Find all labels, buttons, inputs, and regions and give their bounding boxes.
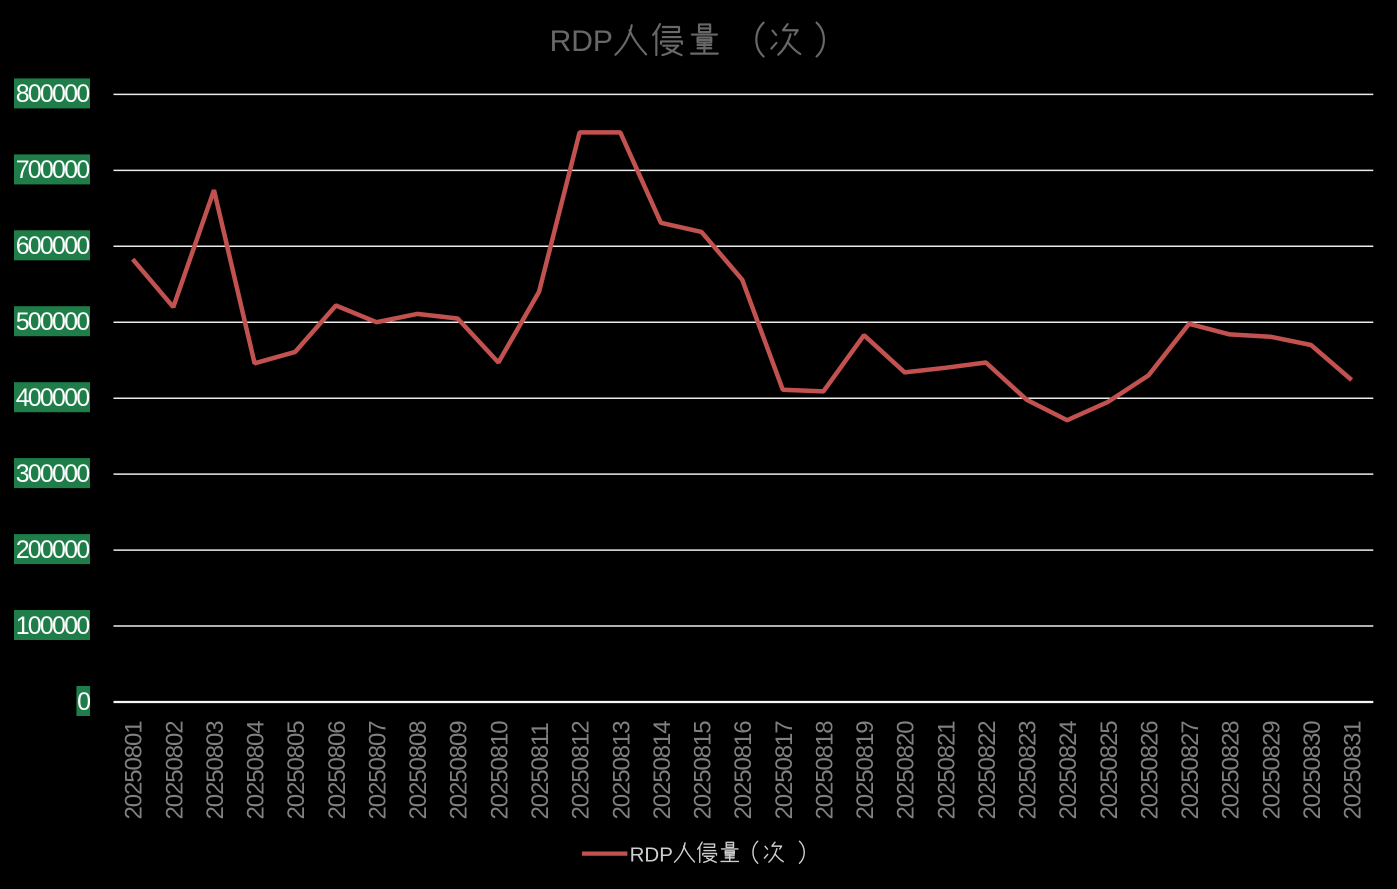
svg-text:20250812: 20250812: [568, 721, 595, 820]
svg-text:400000: 400000: [16, 384, 90, 412]
svg-text:20250829: 20250829: [1258, 721, 1285, 820]
svg-text:600000: 600000: [16, 232, 90, 260]
svg-text:20250825: 20250825: [1096, 721, 1123, 820]
svg-text:20250803: 20250803: [202, 721, 229, 820]
svg-text:800000: 800000: [16, 80, 90, 108]
svg-text:RDP: RDP: [630, 844, 673, 867]
svg-text:20250815: 20250815: [690, 721, 717, 820]
svg-text:300000: 300000: [16, 460, 90, 488]
svg-text:20250801: 20250801: [121, 721, 148, 820]
svg-text:20250827: 20250827: [1177, 721, 1204, 820]
svg-text:20250817: 20250817: [771, 721, 798, 820]
svg-text:20250824: 20250824: [1055, 721, 1082, 820]
svg-text:20250830: 20250830: [1299, 721, 1326, 820]
svg-text:20250823: 20250823: [1015, 721, 1042, 820]
svg-text:20250804: 20250804: [243, 721, 270, 820]
svg-text:RDP: RDP: [550, 25, 613, 58]
svg-text:20250818: 20250818: [811, 721, 838, 820]
svg-text:20250821: 20250821: [933, 721, 960, 820]
svg-text:20250816: 20250816: [730, 721, 757, 820]
svg-text:20250802: 20250802: [161, 721, 188, 820]
svg-text:20250828: 20250828: [1218, 721, 1245, 820]
svg-text:20250826: 20250826: [1137, 721, 1164, 820]
svg-text:20250810: 20250810: [486, 721, 513, 820]
svg-text:20250819: 20250819: [852, 721, 879, 820]
svg-text:20250807: 20250807: [365, 721, 392, 820]
svg-text:20250813: 20250813: [608, 721, 635, 820]
svg-text:0: 0: [77, 688, 90, 716]
svg-text:200000: 200000: [16, 536, 90, 564]
svg-text:20250809: 20250809: [446, 721, 473, 820]
svg-text:20250831: 20250831: [1340, 721, 1367, 820]
svg-text:20250814: 20250814: [649, 721, 676, 820]
svg-text:500000: 500000: [16, 308, 90, 336]
svg-text:20250820: 20250820: [893, 721, 920, 820]
svg-text:700000: 700000: [16, 156, 90, 184]
svg-text:20250806: 20250806: [324, 721, 351, 820]
svg-text:20250805: 20250805: [283, 721, 310, 820]
svg-text:20250811: 20250811: [527, 723, 554, 820]
svg-text:20250822: 20250822: [974, 721, 1001, 820]
svg-text:100000: 100000: [16, 612, 90, 640]
svg-text:20250808: 20250808: [405, 721, 432, 820]
